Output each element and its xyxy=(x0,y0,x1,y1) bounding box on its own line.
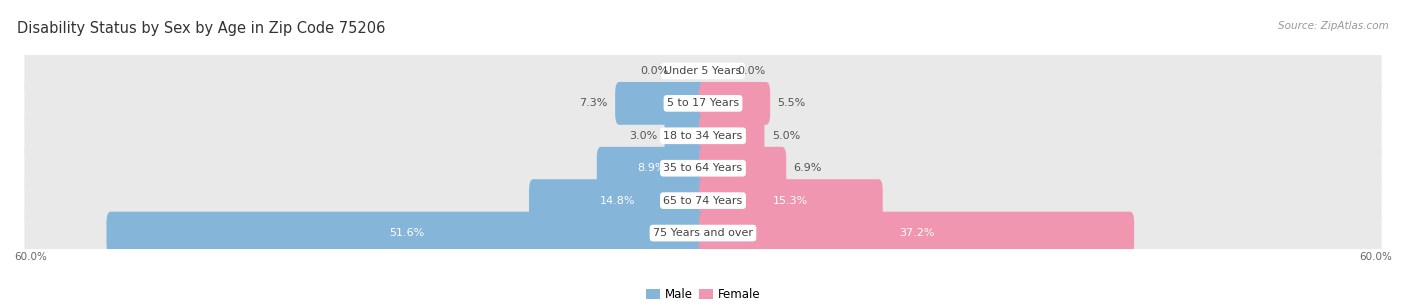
FancyBboxPatch shape xyxy=(24,79,1382,127)
Text: 3.0%: 3.0% xyxy=(628,131,657,141)
FancyBboxPatch shape xyxy=(107,212,707,254)
FancyBboxPatch shape xyxy=(596,147,707,190)
Text: 0.0%: 0.0% xyxy=(640,66,669,76)
Text: 5.0%: 5.0% xyxy=(772,131,800,141)
Text: 5 to 17 Years: 5 to 17 Years xyxy=(666,98,740,108)
Text: 60.0%: 60.0% xyxy=(14,252,46,262)
Text: 35 to 64 Years: 35 to 64 Years xyxy=(664,163,742,173)
Text: 60.0%: 60.0% xyxy=(1360,252,1392,262)
Text: 15.3%: 15.3% xyxy=(773,196,808,206)
FancyBboxPatch shape xyxy=(699,179,883,222)
Legend: Male, Female: Male, Female xyxy=(641,283,765,304)
FancyBboxPatch shape xyxy=(699,82,770,125)
FancyBboxPatch shape xyxy=(24,177,1382,225)
FancyBboxPatch shape xyxy=(699,212,1135,254)
Text: 14.8%: 14.8% xyxy=(600,196,636,206)
Text: 7.3%: 7.3% xyxy=(579,98,607,108)
FancyBboxPatch shape xyxy=(529,179,707,222)
Text: Source: ZipAtlas.com: Source: ZipAtlas.com xyxy=(1278,21,1389,31)
FancyBboxPatch shape xyxy=(699,147,786,190)
FancyBboxPatch shape xyxy=(24,47,1382,95)
Text: 0.0%: 0.0% xyxy=(738,66,766,76)
Text: 75 Years and over: 75 Years and over xyxy=(652,228,754,238)
Text: 65 to 74 Years: 65 to 74 Years xyxy=(664,196,742,206)
Text: 18 to 34 Years: 18 to 34 Years xyxy=(664,131,742,141)
FancyBboxPatch shape xyxy=(699,114,765,157)
FancyBboxPatch shape xyxy=(616,82,707,125)
Text: Under 5 Years: Under 5 Years xyxy=(665,66,741,76)
FancyBboxPatch shape xyxy=(24,144,1382,192)
Text: 37.2%: 37.2% xyxy=(898,228,935,238)
FancyBboxPatch shape xyxy=(24,112,1382,160)
Text: Disability Status by Sex by Age in Zip Code 75206: Disability Status by Sex by Age in Zip C… xyxy=(17,21,385,36)
Text: 51.6%: 51.6% xyxy=(389,228,425,238)
Text: 6.9%: 6.9% xyxy=(794,163,823,173)
FancyBboxPatch shape xyxy=(24,209,1382,257)
Text: 8.9%: 8.9% xyxy=(638,163,666,173)
Text: 5.5%: 5.5% xyxy=(778,98,806,108)
FancyBboxPatch shape xyxy=(665,114,707,157)
